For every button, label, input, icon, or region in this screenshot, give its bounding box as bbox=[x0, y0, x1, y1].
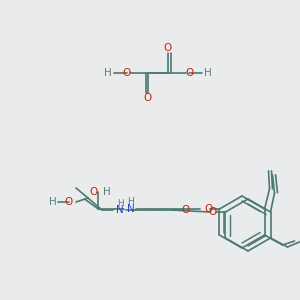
Text: O: O bbox=[208, 207, 217, 217]
Text: H: H bbox=[204, 68, 212, 78]
Text: H: H bbox=[127, 197, 134, 206]
Text: O: O bbox=[89, 187, 98, 197]
Text: N: N bbox=[116, 205, 124, 215]
Text: H: H bbox=[104, 68, 112, 78]
Text: H: H bbox=[49, 197, 57, 207]
Text: O: O bbox=[65, 197, 73, 207]
Text: O: O bbox=[204, 204, 213, 214]
Text: O: O bbox=[185, 68, 193, 78]
Text: O: O bbox=[182, 205, 190, 215]
Text: O: O bbox=[123, 68, 131, 78]
Text: O: O bbox=[164, 43, 172, 53]
Text: O: O bbox=[144, 93, 152, 103]
Text: H: H bbox=[117, 199, 123, 208]
Text: N: N bbox=[127, 204, 134, 214]
Text: H: H bbox=[103, 187, 111, 197]
